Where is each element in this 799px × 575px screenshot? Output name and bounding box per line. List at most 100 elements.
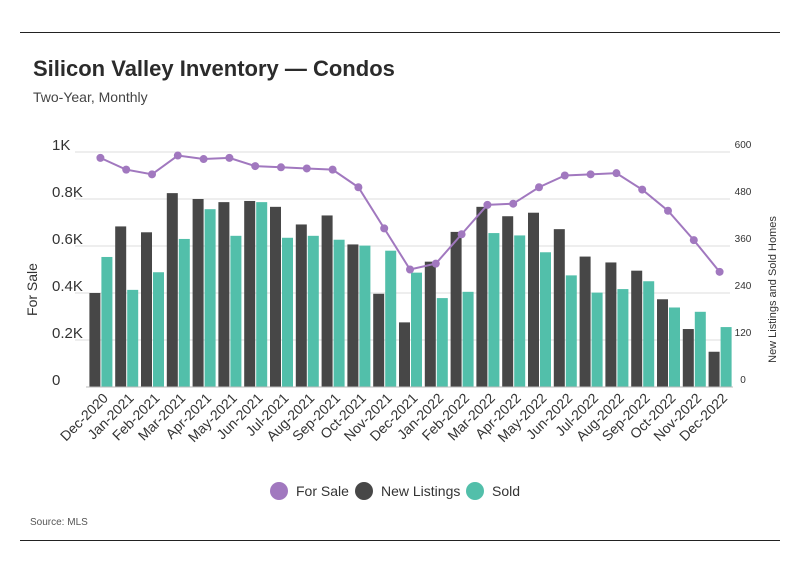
for-sale-point xyxy=(535,183,543,192)
y-right-tick-label: 120 xyxy=(735,328,752,339)
bar-new-listings xyxy=(270,206,281,387)
legend-item-sold: Sold xyxy=(466,482,520,500)
bar-sold xyxy=(153,272,164,387)
bar-new-listings xyxy=(657,299,668,387)
bar-sold xyxy=(436,298,448,387)
for-sale-point xyxy=(328,165,337,174)
for-sale-point xyxy=(122,165,131,174)
for-sale-point xyxy=(560,171,569,180)
bar-sold xyxy=(591,292,603,387)
bar-sold xyxy=(411,272,422,387)
for-sale-point xyxy=(457,230,466,239)
bar-new-listings xyxy=(347,244,359,387)
bar-sold xyxy=(101,256,113,387)
y-left-tick-label: 0.2K xyxy=(52,325,83,342)
chart-title: Silicon Valley Inventory — Condos xyxy=(33,56,395,81)
for-sale-point xyxy=(638,185,647,194)
y-right-axis-title: New Listings and Sold Homes xyxy=(767,216,779,363)
top-rule xyxy=(20,32,780,33)
for-sale-point xyxy=(380,224,389,233)
legend-marker-new-listings xyxy=(355,482,373,500)
bar-sold xyxy=(669,307,680,387)
for-sale-point xyxy=(664,206,672,215)
bar-sold xyxy=(127,289,139,387)
for-sale-point xyxy=(612,169,621,178)
legend-marker-for-sale xyxy=(270,482,288,500)
bar-sold xyxy=(720,327,732,387)
bar-new-listings xyxy=(373,293,385,387)
bar-sold xyxy=(256,202,268,387)
bar-sold xyxy=(178,238,190,387)
for-sale-point xyxy=(96,153,105,162)
bar-sold xyxy=(540,252,551,387)
y-left-axis-title: For Sale xyxy=(24,263,40,316)
y-right-tick-label: 360 xyxy=(735,234,752,245)
bar-sold xyxy=(333,239,345,387)
bar-sold xyxy=(359,245,371,387)
for-sale-point xyxy=(277,163,285,172)
bar-sold xyxy=(230,235,242,387)
y-right-tick-label: 600 xyxy=(735,140,752,151)
bar-sold xyxy=(307,235,319,387)
for-sale-point xyxy=(689,236,698,245)
for-sale-point xyxy=(483,200,492,209)
bar-sold xyxy=(488,233,500,387)
bar-new-listings xyxy=(166,193,178,387)
for-sale-point xyxy=(715,267,724,276)
for-sale-point xyxy=(431,259,440,268)
bar-new-listings xyxy=(528,212,539,387)
y-right-tick-label: 0 xyxy=(740,375,746,386)
bar-new-listings xyxy=(682,329,694,387)
legend-label-new-listings: New Listings xyxy=(381,483,461,499)
for-sale-point xyxy=(225,153,234,162)
bar-sold xyxy=(514,235,526,387)
legend-item-for-sale: For Sale xyxy=(270,482,349,500)
for-sale-point xyxy=(406,265,414,274)
bar-new-listings xyxy=(244,200,256,387)
for-sale-point xyxy=(354,183,363,192)
bar-sold xyxy=(204,209,216,387)
bar-sold xyxy=(643,281,655,387)
for-sale-point xyxy=(586,170,595,179)
bar-new-listings xyxy=(553,229,565,387)
y-right-tick-label: 480 xyxy=(735,187,752,198)
bar-new-listings xyxy=(579,256,591,387)
y-right-tick-label: 240 xyxy=(735,281,752,292)
bar-new-listings xyxy=(115,226,127,387)
for-sale-point xyxy=(302,164,311,173)
y-left-tick-label: 0 xyxy=(52,372,60,389)
bar-new-listings xyxy=(450,231,462,387)
bar-sold xyxy=(565,275,577,387)
chart-subtitle: Two-Year, Monthly xyxy=(33,89,148,105)
source-note: Source: MLS xyxy=(30,517,88,528)
bar-new-listings xyxy=(89,293,101,387)
bar-new-listings xyxy=(192,199,204,387)
bar-new-listings xyxy=(424,261,436,387)
bar-new-listings xyxy=(321,215,333,387)
bar-new-listings xyxy=(476,206,488,387)
bar-sold xyxy=(385,250,397,387)
for-sale-point xyxy=(173,151,182,160)
legend-item-new-listings: New Listings xyxy=(355,482,460,500)
bottom-rule xyxy=(20,540,780,541)
y-left-tick-label: 0.6K xyxy=(52,231,83,248)
bar-new-listings xyxy=(502,216,514,387)
bar-sold xyxy=(282,237,293,387)
bars xyxy=(89,193,732,387)
bar-new-listings xyxy=(141,232,152,387)
bar-sold xyxy=(694,311,706,387)
bar-new-listings xyxy=(295,224,307,387)
bar-new-listings xyxy=(218,202,230,387)
legend-label-sold: Sold xyxy=(492,483,521,499)
bar-new-listings xyxy=(631,270,643,387)
bar-new-listings xyxy=(605,262,617,387)
for-sale-point xyxy=(251,162,260,171)
legend-label-for-sale: For Sale xyxy=(296,483,349,499)
bar-new-listings xyxy=(708,351,720,387)
bar-new-listings xyxy=(399,322,410,387)
for-sale-point xyxy=(199,155,208,164)
for-sale-point xyxy=(148,170,156,179)
bar-sold xyxy=(617,289,629,387)
for-sale-line xyxy=(96,151,724,276)
